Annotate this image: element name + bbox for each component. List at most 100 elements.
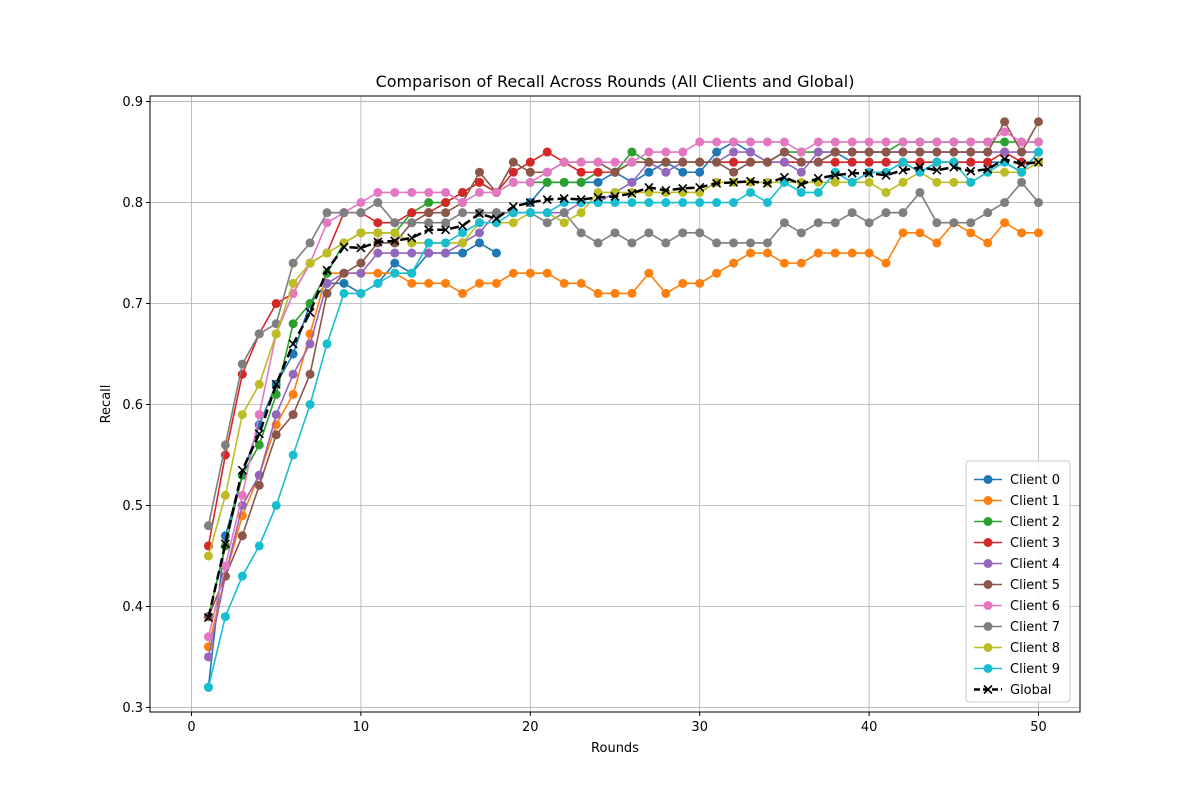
data-point-client-8: [390, 228, 400, 238]
data-point-client-3: [983, 157, 993, 167]
data-point-client-8: [1000, 167, 1010, 177]
data-point-client-6: [762, 137, 772, 147]
data-point-client-1: [983, 238, 993, 248]
data-point-client-8: [220, 490, 230, 500]
data-point-client-7: [593, 238, 603, 248]
data-point-client-7: [830, 218, 840, 228]
data-point-client-6: [525, 177, 535, 187]
data-point-client-9: [678, 198, 688, 208]
data-point-client-8: [695, 187, 705, 197]
data-point-client-5: [356, 258, 366, 268]
data-point-client-0: [491, 248, 501, 258]
data-point-global: [576, 194, 586, 205]
data-point-client-7: [932, 218, 942, 228]
data-point-client-1: [762, 248, 772, 258]
data-point-global: [593, 192, 603, 203]
data-point-client-1: [898, 228, 908, 238]
data-point-client-1: [508, 268, 518, 278]
data-point-client-6: [610, 157, 620, 167]
legend-marker-client-5: [983, 580, 993, 589]
data-point-client-4: [779, 157, 789, 167]
data-point-client-5: [779, 147, 789, 157]
data-point-client-6: [729, 137, 739, 147]
data-point-client-8: [932, 177, 942, 187]
data-point-client-8: [830, 177, 840, 187]
data-point-client-5: [678, 157, 688, 167]
data-point-global: [441, 225, 451, 235]
data-point-client-8: [305, 258, 315, 268]
data-point-global: [932, 165, 942, 175]
data-point-client-8: [949, 177, 959, 187]
data-point-global: [1016, 159, 1027, 169]
data-point-global: [525, 197, 535, 208]
legend-marker-client-3: [983, 538, 993, 547]
axis-ticks: 0 10 20 30 40 50 0.3 0.4 0.5 0.6 0.7 0.8 0.9: [122, 95, 1046, 735]
data-point-client-8: [508, 218, 518, 228]
data-point-client-9: [898, 157, 908, 167]
data-point-client-9: [661, 198, 671, 208]
legend-marker-client-9: [983, 664, 993, 673]
x-tick-label: 30: [691, 720, 708, 735]
data-point-client-6: [830, 137, 840, 147]
data-point-client-6: [322, 218, 332, 228]
data-point-client-5: [915, 147, 925, 157]
data-point-client-6: [898, 137, 908, 147]
data-point-client-4: [813, 147, 823, 157]
data-point-client-1: [881, 258, 891, 268]
data-point-global: [847, 168, 857, 178]
data-point-client-3: [508, 167, 518, 177]
data-point-global: [864, 168, 874, 178]
data-point-client-5: [762, 157, 772, 167]
data-point-client-8: [271, 329, 281, 339]
data-point-client-6: [237, 490, 247, 500]
data-point-client-1: [576, 278, 586, 288]
data-point-client-9: [458, 228, 468, 238]
data-point-client-5: [322, 288, 332, 298]
data-point-client-3: [593, 167, 603, 177]
data-point-client-9: [271, 500, 281, 510]
data-point-client-1: [813, 248, 823, 258]
legend-label-client-9: Client 9: [1010, 662, 1060, 677]
data-point-global: [271, 379, 281, 389]
data-point-client-9: [305, 400, 315, 410]
data-point-global: [288, 339, 298, 349]
x-tick-label: 20: [522, 720, 539, 735]
data-point-client-1: [424, 278, 434, 288]
data-point-client-7: [1000, 198, 1010, 208]
data-point-client-1: [407, 278, 417, 288]
data-point-global: [678, 183, 688, 193]
data-point-client-7: [881, 208, 891, 218]
legend-marker-client-6: [983, 601, 993, 610]
series-client-7: [203, 177, 1043, 531]
data-point-client-5: [830, 147, 840, 157]
data-point-global: [508, 202, 518, 212]
data-point-client-6: [373, 187, 383, 197]
data-point-global: [542, 194, 552, 205]
data-point-client-5: [424, 208, 434, 218]
data-point-client-6: [627, 157, 637, 167]
data-point-client-8: [356, 228, 366, 238]
data-point-client-6: [712, 137, 722, 147]
data-point-client-9: [254, 541, 264, 551]
data-point-client-1: [491, 278, 501, 288]
data-point-client-3: [915, 157, 925, 167]
legend-marker-global: [983, 684, 993, 695]
data-point-global: [203, 613, 214, 623]
x-tick-label: 0: [187, 720, 195, 735]
data-point-client-1: [474, 278, 484, 288]
data-point-client-6: [542, 167, 552, 177]
data-point-client-5: [1033, 117, 1043, 127]
data-point-client-9: [424, 238, 434, 248]
data-point-client-9: [729, 198, 739, 208]
data-point-client-9: [762, 198, 772, 208]
data-point-client-1: [966, 228, 976, 238]
data-point-client-2: [288, 319, 298, 329]
data-point-client-6: [746, 137, 756, 147]
data-point-client-9: [932, 157, 942, 167]
data-point-client-7: [661, 238, 671, 248]
data-point-client-6: [678, 147, 688, 157]
data-point-client-8: [881, 187, 891, 197]
data-point-client-6: [508, 177, 518, 187]
data-point-global: [237, 465, 247, 475]
data-point-global: [729, 177, 739, 187]
